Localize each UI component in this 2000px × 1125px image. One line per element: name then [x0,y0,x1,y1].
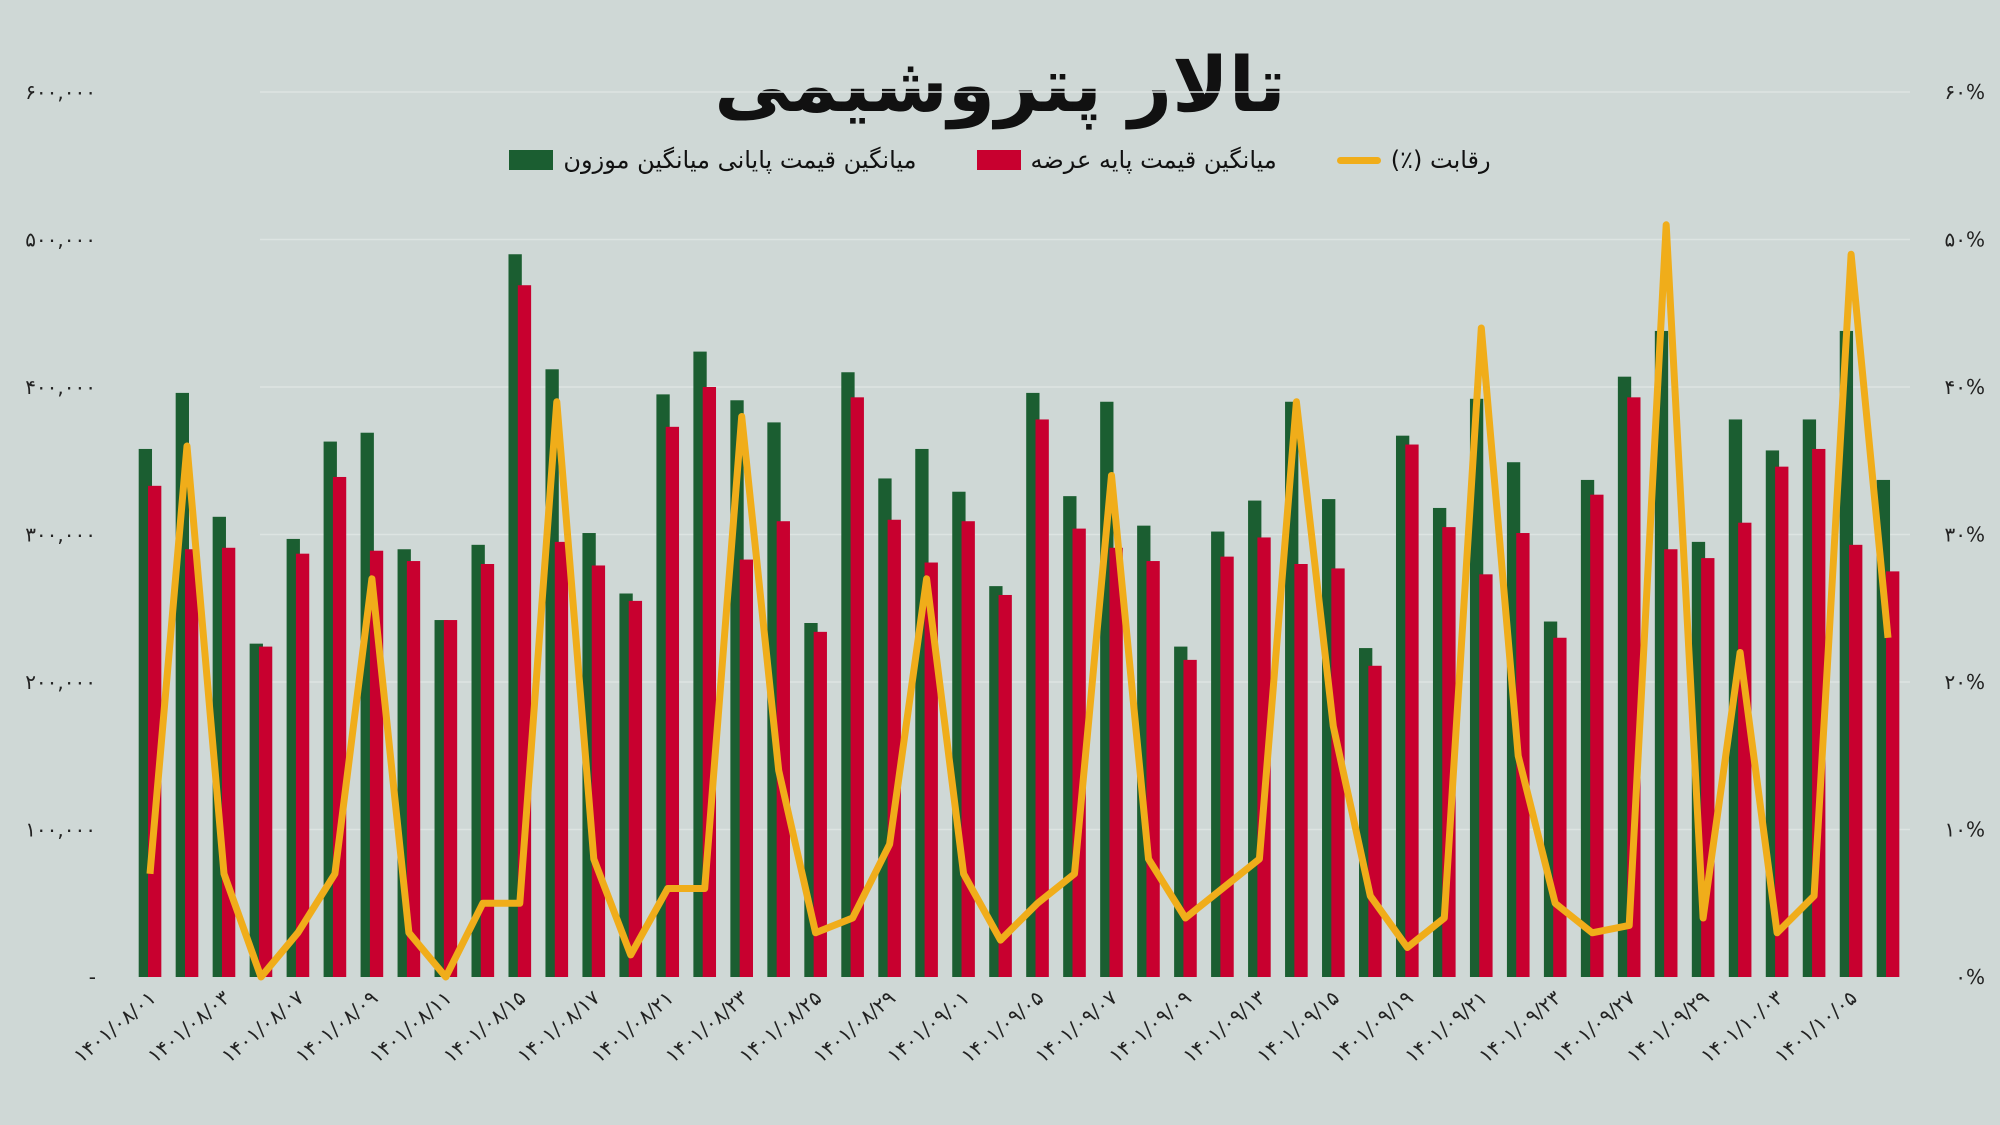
bar-base-price [184,549,199,977]
legend: رقابت (٪) میانگین قیمت پایه عرضه میانگین… [0,146,2000,174]
right-axis-tick: ۰% [1955,965,1985,989]
right-axis-tick: ۲۰% [1945,670,1986,694]
bar-base-price [1553,637,1567,977]
bar-base-price [332,476,347,977]
legend-item-base-price: میانگین قیمت پایه عرضه [976,146,1277,174]
bar-base-price [221,547,236,977]
bar-base-price [665,426,680,977]
left-axis-tick: ۲۰۰,۰۰۰ [25,670,96,694]
bar-base-price [406,561,421,977]
bar-base-price [1220,556,1234,977]
bar-base-price [1294,564,1308,977]
bar-base-price [1405,444,1419,977]
left-axis-tick: ۳۰۰,۰۰۰ [25,523,96,547]
legend-label-base-price: میانگین قیمت پایه عرضه [1030,146,1277,174]
bar-base-price [887,519,901,977]
bar-base-price [1109,547,1123,977]
bar-base-price [554,541,569,977]
bar-base-price [1775,466,1789,977]
bar-base-price [1331,568,1345,977]
bar-base-price [739,559,753,977]
bar-base-price [1035,419,1049,977]
red-swatch-icon [976,150,1021,170]
bar-base-price [1590,494,1604,977]
right-axis-tick: ۳۰% [1945,523,1986,547]
right-axis-tick: ۵۰% [1945,228,1986,252]
left-axis-tick: ۱۰۰,۰۰۰ [25,818,96,842]
bar-base-price [1516,533,1530,977]
competition-line [146,221,1892,981]
bar-base-price [443,620,458,977]
bar-base-price [1738,522,1752,977]
left-axis-tick: ۵۰۰,۰۰۰ [25,228,96,252]
green-swatch-icon [509,150,554,170]
bar-base-price [1257,537,1271,977]
bar-base-price [480,564,495,977]
bar-base-price [1368,665,1382,977]
legend-item-final-price: میانگین قیمت پایانی میانگین موزون [509,146,917,174]
legend-item-competition: رقابت (٪) [1336,146,1491,174]
bar-base-price [1479,574,1493,977]
bar-base-price [776,521,790,977]
right-axis-tick: ۶۰% [1945,80,1986,104]
legend-label-competition: رقابت (٪) [1390,146,1491,174]
bar-base-price [1146,561,1160,977]
left-axis-tick: - [89,965,96,989]
right-axis-tick: ۱۰% [1945,818,1986,842]
left-axis-tick: ۴۰۰,۰۰۰ [25,375,96,399]
bar-base-price [1849,544,1863,977]
right-axis-tick: ۴۰% [1945,375,1986,399]
line-swatch-icon [1336,156,1381,164]
bar-base-price [813,631,827,977]
bar-base-price [961,521,975,977]
left-axis-tick: ۶۰۰,۰۰۰ [25,80,96,104]
bar-base-price [998,594,1012,977]
bar-base-price [1183,659,1197,977]
bar-base-price [591,565,606,977]
chart-title: تالار پتروشیمی [714,40,1286,129]
x-axis-label: ۱۴۰۱/۱۰/۰۵ [1770,985,1862,1067]
legend-label-final-price: میانگین قیمت پایانی میانگین موزون [563,146,917,174]
bar-base-price [628,600,643,977]
bar-base-price [258,646,273,977]
bar-base-price [1886,571,1900,977]
bar-base-price [850,397,864,977]
bar-base-price [1664,549,1678,977]
bar-base-price [295,553,310,977]
